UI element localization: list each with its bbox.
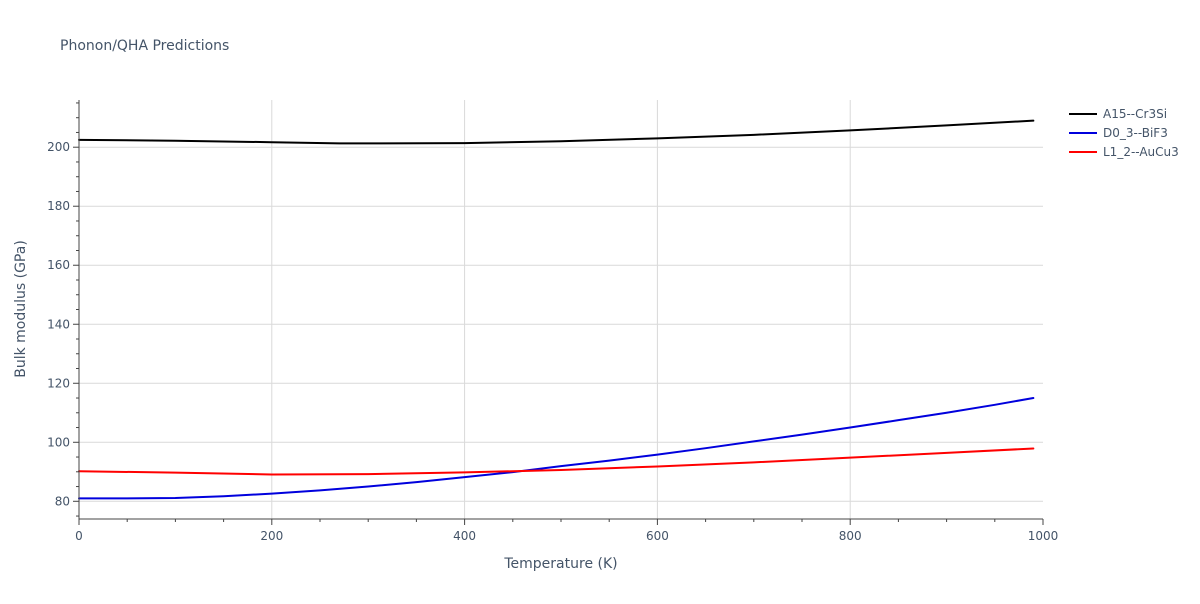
- y-axis-title: Bulk modulus (GPa): [13, 240, 29, 378]
- x-tick-label-800: 800: [839, 529, 862, 543]
- y-tick-label-100: 100: [47, 435, 70, 449]
- series-line-d0-3-bif3: [78, 397, 1035, 500]
- axes: [73, 100, 1044, 525]
- x-tick-label-400: 400: [453, 529, 476, 543]
- legend-label-a15-cr3si: A15--Cr3Si: [1103, 107, 1167, 121]
- legend-label-d0-3-bif3: D0_3--BiF3: [1103, 126, 1168, 140]
- y-tick-label-180: 180: [47, 199, 70, 213]
- chart-title: Phonon/QHA Predictions: [60, 38, 229, 54]
- series-line-l1-2-aucu3: [78, 447, 1035, 476]
- x-tick-label-200: 200: [260, 529, 283, 543]
- legend-item-l1-2-aucu3: L1_2--AuCu3: [1069, 145, 1179, 159]
- x-tick-label-600: 600: [646, 529, 669, 543]
- legend: A15--Cr3Si D0_3--BiF3 L1_2--AuCu3: [1069, 107, 1179, 159]
- legend-item-d0-3-bif3: D0_3--BiF3: [1069, 126, 1168, 140]
- y-tick-label-140: 140: [47, 317, 70, 331]
- y-tick-label-200: 200: [47, 140, 70, 154]
- grid: [79, 100, 1043, 519]
- x-tick-label-1000: 1000: [1028, 529, 1059, 543]
- y-tick-label-120: 120: [47, 376, 70, 390]
- tick-labels: 0 200 400 600 800 1000 80 100 120 140 160 180 200: [47, 140, 1058, 543]
- x-axis-title: Temperature (K): [503, 556, 617, 572]
- series-line-a15-cr3si: [78, 119, 1035, 145]
- legend-label-l1-2-aucu3: L1_2--AuCu3: [1103, 145, 1179, 159]
- legend-item-a15-cr3si: A15--Cr3Si: [1069, 107, 1167, 121]
- series-layer: [78, 119, 1035, 500]
- y-tick-label-160: 160: [47, 258, 70, 272]
- y-tick-label-80: 80: [55, 494, 70, 508]
- x-tick-label-0: 0: [75, 529, 83, 543]
